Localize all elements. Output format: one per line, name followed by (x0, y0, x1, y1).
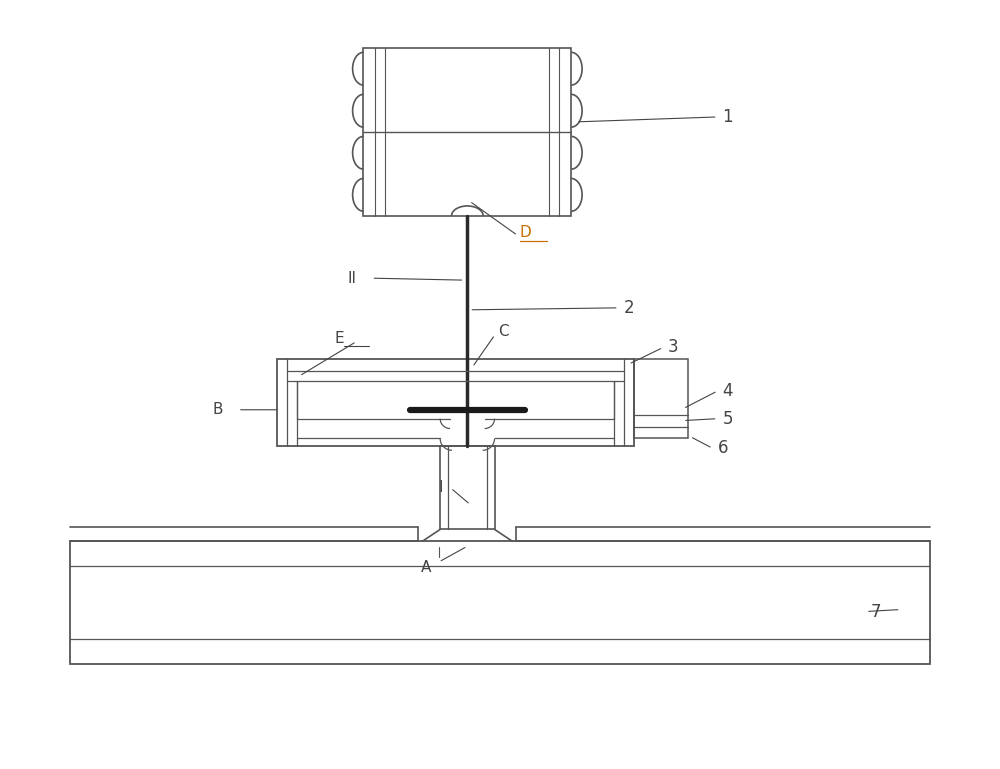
Text: D: D (520, 225, 532, 240)
Bar (363, 48, 571, 216)
Text: C: C (498, 324, 509, 339)
Text: 2: 2 (624, 299, 634, 317)
Text: E: E (334, 331, 344, 346)
Text: 7: 7 (871, 603, 881, 621)
Text: 3: 3 (668, 338, 679, 356)
Text: 4: 4 (723, 382, 733, 400)
Bar (277, 359, 634, 446)
Text: B: B (213, 402, 223, 418)
Text: 1: 1 (723, 108, 733, 126)
Text: I: I (438, 481, 443, 495)
Text: II: II (348, 271, 357, 285)
Bar (70, 541, 930, 664)
Text: 5: 5 (723, 410, 733, 428)
Text: A: A (420, 560, 431, 574)
Bar (634, 359, 688, 438)
Bar (440, 446, 495, 529)
Text: 6: 6 (718, 439, 728, 458)
